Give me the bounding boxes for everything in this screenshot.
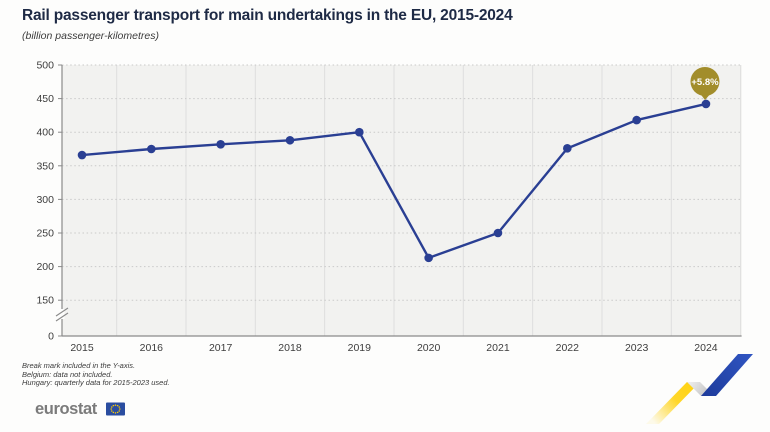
data-point	[493, 228, 503, 238]
footnote-line: Break mark included in the Y-axis.	[22, 361, 136, 370]
y-axis-label: 0	[48, 331, 54, 343]
eu-flag-star	[112, 411, 115, 414]
axis-break-gap	[59, 309, 65, 319]
y-axis-label: 400	[36, 127, 54, 139]
x-axis-label: 2020	[417, 342, 441, 354]
x-axis-label: 2022	[556, 342, 580, 354]
eu-flag-star	[116, 404, 119, 407]
y-axis-label: 450	[36, 93, 54, 105]
x-axis-label: 2017	[209, 342, 233, 354]
plot-area-background	[62, 65, 742, 336]
x-axis-label: 2019	[348, 342, 372, 354]
data-point	[216, 139, 225, 149]
eu-flag-star	[111, 410, 113, 412]
chart-subtitle: (billion passenger-kilometres)	[22, 30, 159, 42]
x-axis-label: 2015	[70, 342, 94, 354]
eu-flag-star	[119, 408, 121, 410]
x-axis-label: 2024	[694, 342, 718, 354]
data-point	[77, 150, 87, 160]
data-point	[147, 144, 156, 154]
eu-flag-star	[114, 404, 117, 406]
ribbon-yellow-band	[646, 382, 700, 424]
data-point	[632, 115, 641, 125]
eu-flag-star	[118, 406, 120, 408]
eu-flag-star	[118, 410, 120, 412]
eu-flag-star	[111, 406, 113, 408]
eu-flag-star	[110, 408, 112, 410]
y-axis-label: 250	[36, 228, 54, 240]
data-point	[701, 99, 711, 109]
x-axis-label: 2021	[486, 342, 510, 354]
eurostat-ribbon-graphic	[646, 354, 753, 424]
data-point	[424, 253, 433, 263]
x-axis-label: 2016	[140, 342, 164, 354]
x-axis-label: 2023	[625, 342, 649, 354]
data-point	[285, 135, 295, 145]
y-axis-label: 300	[36, 194, 54, 206]
eurostat-logo-text: eurostat	[35, 400, 97, 418]
footnote-line: Belgium: data not included.	[22, 369, 113, 379]
data-line	[81, 102, 707, 260]
badge-label: +5.8%	[691, 77, 719, 88]
axis-break-mark	[55, 312, 69, 322]
eu-flag-star	[116, 411, 119, 414]
badge-circle	[690, 66, 720, 96]
eu-flag-star	[112, 404, 115, 407]
data-point	[563, 144, 572, 153]
ribbon-blue-band	[701, 354, 753, 396]
plot-layer: 0 150 200 250 300 350 400 450 500 2015 2016 2017 201…	[36, 60, 742, 416]
x-axis-label: 2018	[278, 342, 302, 354]
y-axis-label: 200	[36, 261, 54, 273]
data-point	[355, 127, 364, 137]
axis-break-mark	[55, 307, 69, 317]
y-axis-label: 150	[36, 295, 54, 307]
eu-flag-star	[114, 412, 117, 414]
chart-title: Rail passenger transport for main undert…	[22, 7, 513, 24]
eu-flag-icon	[106, 402, 125, 416]
y-axis-label: 350	[36, 160, 54, 172]
footnote-line: Hungary: quarterly data for 2015-2023 us…	[22, 378, 170, 387]
footnotes: Break mark included in the Y-axis. Belgi…	[22, 361, 170, 388]
y-axis-label: 500	[36, 60, 54, 72]
